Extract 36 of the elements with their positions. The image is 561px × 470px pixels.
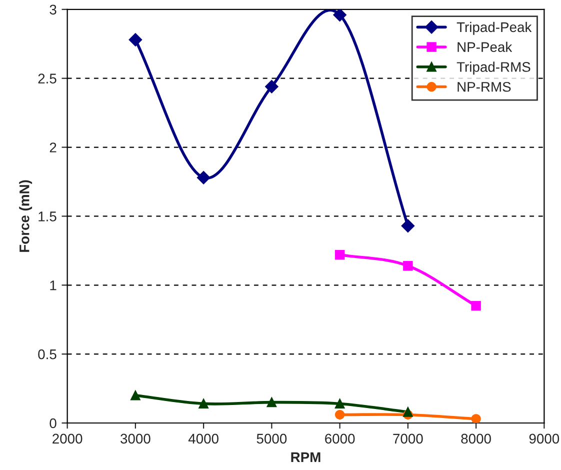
- x-tick-label: 7000: [393, 434, 423, 444]
- x-tick-label: 4000: [188, 434, 218, 444]
- legend-label: Tripad-RMS: [456, 62, 530, 75]
- y-tick-label: 2.5: [38, 74, 56, 84]
- point: [198, 398, 208, 409]
- point: [130, 390, 140, 400]
- x-tick-label: 8000: [461, 434, 491, 444]
- legend-label: NP-RMS: [458, 82, 511, 92]
- point: [334, 398, 345, 409]
- point: [266, 397, 277, 408]
- legend-label: Tripad-Peak: [456, 22, 532, 35]
- point: [128, 33, 142, 46]
- point: [334, 410, 345, 420]
- y-tick-label: 2: [50, 142, 56, 152]
- y-tick-label: 1.5: [38, 212, 56, 222]
- legend-label: NP-Peak: [458, 42, 512, 52]
- x-tick-label: 3000: [120, 434, 150, 444]
- x-tick-label: 2000: [52, 434, 82, 444]
- point: [401, 219, 415, 232]
- point: [403, 407, 413, 417]
- y-tick-label: 3: [50, 4, 56, 15]
- y-tick-label: 0: [50, 418, 56, 428]
- point: [334, 250, 345, 260]
- y-axis-title: Force (mN): [19, 180, 32, 252]
- point: [265, 80, 278, 94]
- x-tick-label: 6000: [325, 434, 355, 444]
- point: [471, 300, 481, 311]
- x-axis-title: RPM: [291, 452, 320, 462]
- y-tick-label: 1: [50, 280, 56, 290]
- point: [403, 260, 413, 271]
- point: [471, 414, 481, 423]
- x-tick-label: 9000: [529, 434, 560, 444]
- point: [196, 171, 210, 184]
- point: [333, 9, 346, 22]
- x-tick-label: 5000: [256, 434, 287, 444]
- y-tick-label: 0.5: [38, 349, 56, 360]
